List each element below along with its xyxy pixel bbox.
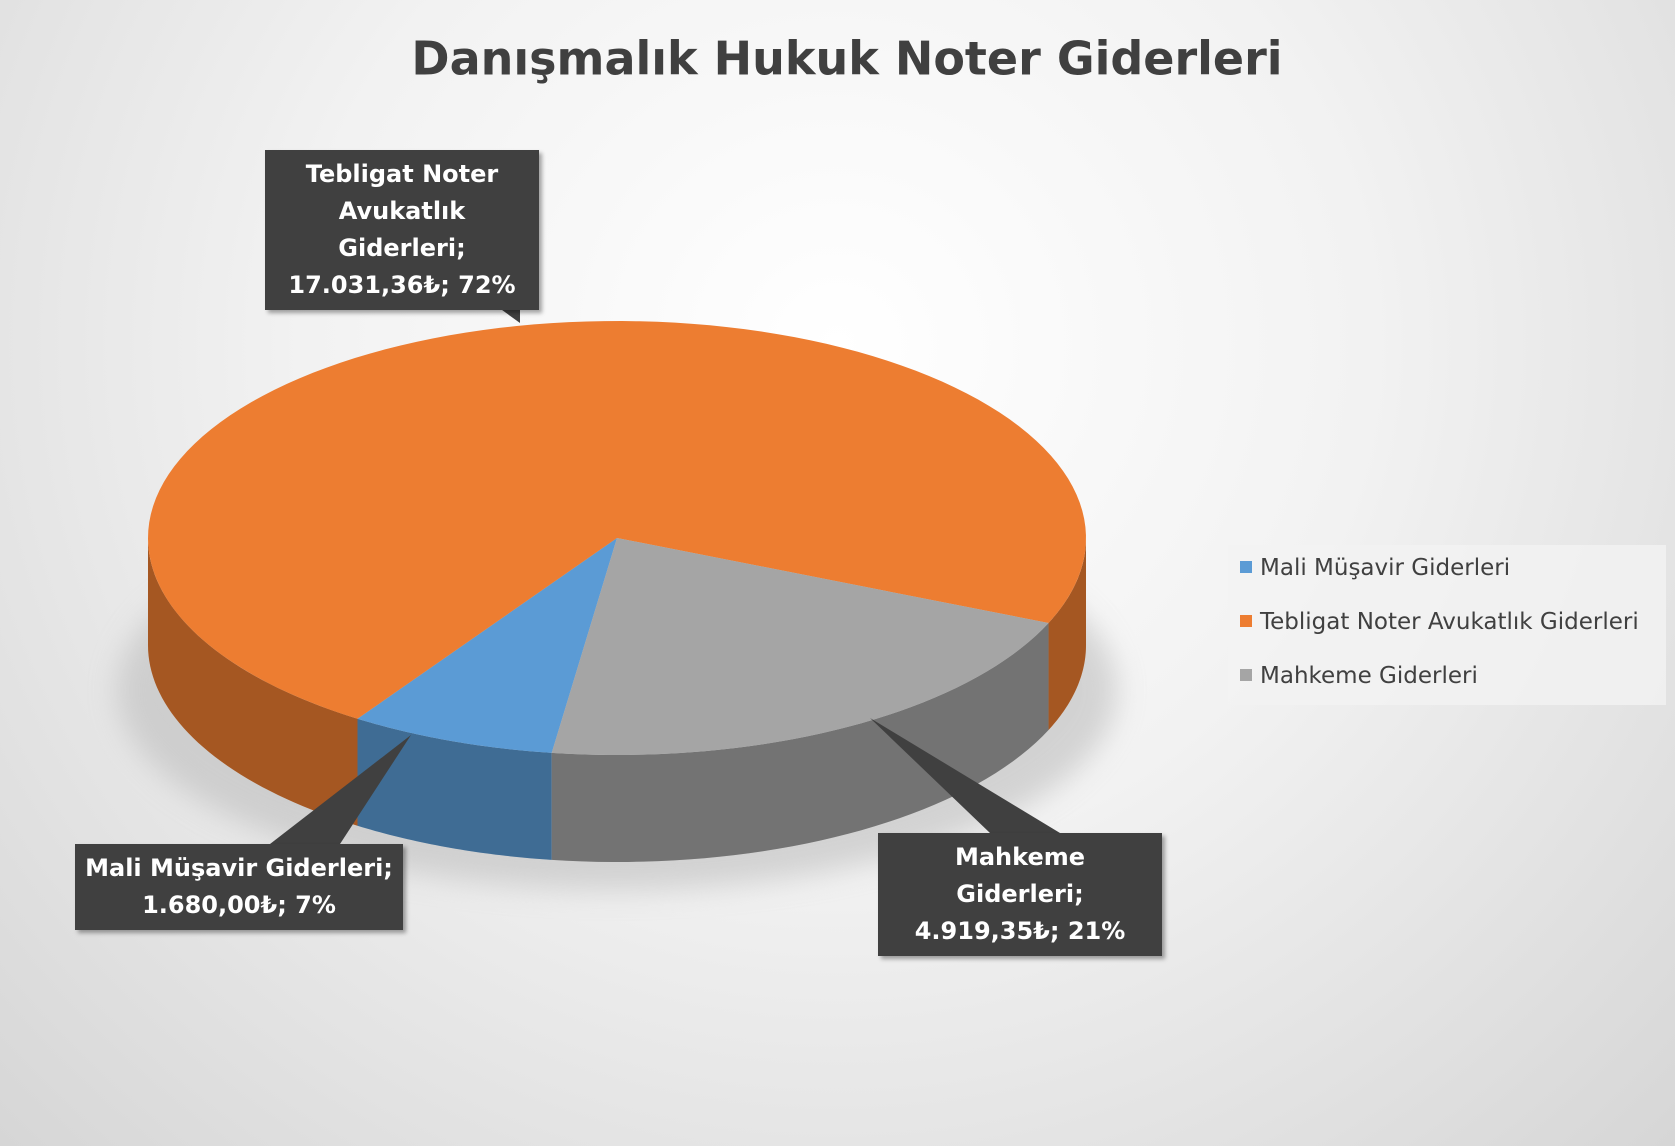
data-label: Tebligat Noter Avukatlık Giderleri; 17.0…	[265, 150, 539, 310]
slice-side-shade	[357, 718, 552, 860]
leader-pointer	[870, 718, 1060, 833]
data-label: Mali Müşavir Giderleri; 1.680,00₺; 7%	[75, 844, 403, 930]
data-label: Mahkeme Giderleri; 4.919,35₺; 21%	[878, 833, 1162, 956]
legend-swatch	[1240, 561, 1252, 573]
legend-label: Tebligat Noter Avukatlık Giderleri	[1260, 609, 1639, 635]
legend-item: Mali Müşavir Giderleri	[1240, 555, 1510, 581]
legend-item: Mahkeme Giderleri	[1240, 663, 1478, 689]
legend-label: Mali Müşavir Giderleri	[1260, 555, 1511, 581]
slice-side	[1048, 538, 1086, 730]
slice-side-shade	[148, 538, 358, 826]
slice	[551, 538, 1049, 755]
legend: Mali Müşavir Giderleri Tebligat Noter Avu…	[1228, 545, 1666, 705]
legend-label: Mahkeme Giderleri	[1260, 663, 1478, 689]
slice	[148, 321, 1086, 719]
slice	[357, 538, 617, 753]
slice-side-shade	[551, 622, 1049, 862]
legend-item: Tebligat Noter Avukatlık Giderleri	[1240, 609, 1639, 635]
slice-side	[148, 538, 358, 826]
slice-side	[551, 622, 1049, 862]
legend-swatch	[1240, 669, 1252, 681]
chart-title: Danışmalık Hukuk Noter Giderleri	[411, 32, 1282, 86]
legend-swatch	[1240, 615, 1252, 627]
leader-pointer	[270, 735, 411, 844]
slice-side	[357, 718, 552, 860]
pie	[148, 321, 1086, 862]
slice-side-shade	[1048, 538, 1086, 730]
